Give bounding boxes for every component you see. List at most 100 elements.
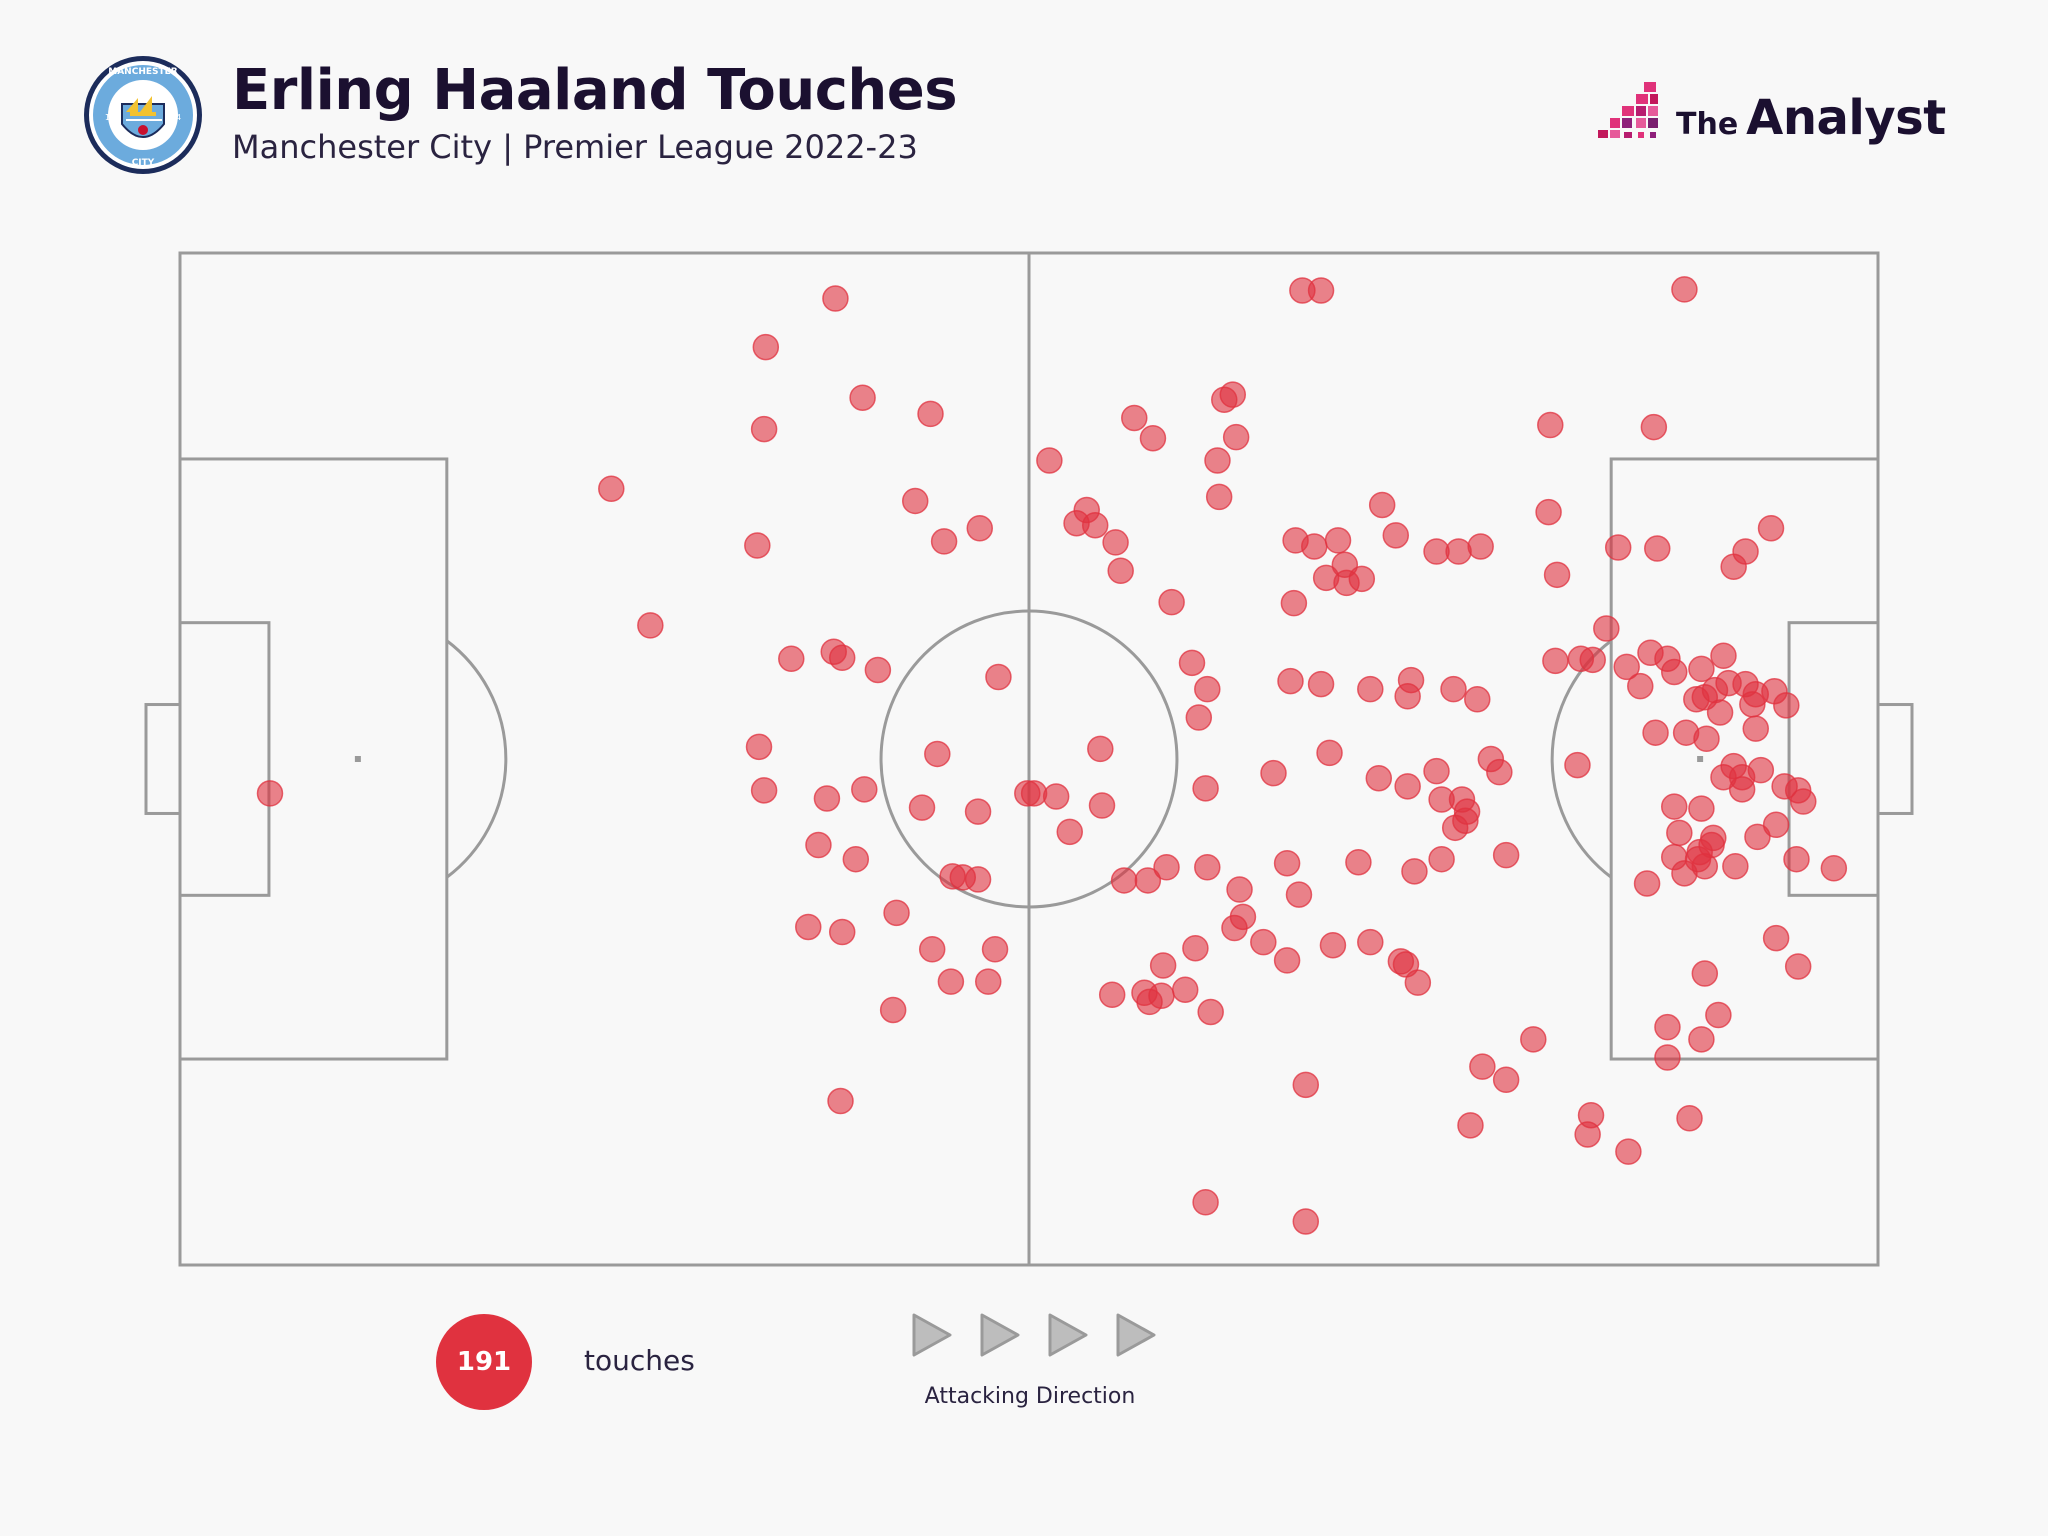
- manchester-city-crest-icon: MANCHESTER CITY 18 94: [84, 56, 202, 174]
- touch-point: [1219, 381, 1247, 408]
- touch-point: [795, 913, 822, 941]
- left-goal: [144, 703, 182, 815]
- touch-point: [1087, 735, 1114, 763]
- touch-point: [1121, 404, 1148, 432]
- touch-point: [1148, 982, 1175, 1010]
- touch-point: [842, 845, 870, 873]
- crest-year-left: 18: [105, 113, 115, 122]
- left-six-yard-box: [178, 621, 271, 897]
- touch-point: [1660, 843, 1688, 871]
- attacking-direction-label: Attacking Direction: [924, 1384, 1136, 1409]
- touch-point: [1222, 423, 1250, 451]
- touch-point: [1110, 867, 1138, 894]
- touch-point: [1593, 615, 1620, 642]
- touch-point: [1452, 807, 1479, 834]
- play-arrow-icon: [1048, 1313, 1088, 1357]
- touch-point: [1312, 564, 1340, 592]
- touch-point: [964, 798, 992, 825]
- touch-point: [1564, 751, 1591, 779]
- touch-point: [1728, 776, 1756, 803]
- page-subtitle: Manchester City | Premier League 2022-23: [232, 128, 918, 166]
- touch-point: [598, 475, 625, 503]
- touch-point: [1423, 538, 1450, 565]
- touch-point: [1604, 534, 1632, 561]
- touch-point: [851, 776, 878, 803]
- touch-point: [1285, 881, 1313, 908]
- touch-point: [1688, 655, 1715, 683]
- left-penalty-arc: [445, 639, 508, 879]
- touch-point: [1365, 764, 1393, 792]
- touch-point: [1063, 509, 1090, 537]
- touch-point: [1036, 447, 1063, 474]
- touch-point: [1762, 811, 1790, 839]
- touch-point: [1319, 931, 1347, 959]
- touch-point: [1543, 561, 1571, 589]
- touch-point: [744, 532, 771, 559]
- touch-point: [752, 333, 780, 361]
- touch-point: [1192, 1189, 1219, 1216]
- crest-year-right: 94: [171, 113, 181, 122]
- touch-point: [1088, 792, 1116, 819]
- brand-prefix: The: [1676, 107, 1739, 142]
- touch-point: [1440, 675, 1467, 703]
- touch-point: [1260, 759, 1287, 787]
- touch-point: [1042, 783, 1070, 810]
- touch-point: [1705, 1001, 1732, 1029]
- touch-point: [1757, 515, 1785, 542]
- centre-circle: [879, 609, 1179, 909]
- touch-point: [1654, 645, 1681, 673]
- touch-point: [1542, 647, 1569, 675]
- touch-point: [1492, 841, 1520, 869]
- touch-point: [1394, 773, 1421, 800]
- touch-point: [864, 656, 892, 684]
- touch-point: [813, 785, 841, 812]
- touch-point: [750, 777, 778, 804]
- touch-point: [974, 968, 1002, 995]
- touch-point: [1784, 953, 1812, 980]
- crest-label-top: MANCHESTER: [108, 67, 178, 77]
- touch-point: [1345, 848, 1372, 876]
- touch-point: [1428, 845, 1455, 873]
- touch-point: [1158, 588, 1185, 616]
- touch-point: [1273, 849, 1301, 877]
- touch-point: [1676, 1105, 1703, 1132]
- touch-count-label: touches: [584, 1344, 695, 1377]
- touch-point: [1567, 645, 1595, 673]
- touch-point: [1613, 653, 1640, 681]
- touch-point: [1185, 704, 1213, 731]
- touch-point: [1739, 691, 1766, 718]
- touch-point: [1289, 277, 1316, 304]
- touch-point: [1197, 998, 1224, 1026]
- pitch-chart: [144, 251, 1914, 1267]
- play-arrow-icon: [1116, 1313, 1156, 1357]
- touch-point: [1722, 853, 1749, 880]
- touch-point: [1537, 411, 1564, 439]
- touch-point: [1660, 793, 1688, 820]
- touch-point: [1445, 538, 1472, 565]
- crest-label-bottom: CITY: [132, 158, 155, 168]
- touch-point: [1301, 533, 1328, 560]
- play-arrow-icon: [912, 1313, 952, 1357]
- touch-point: [1368, 491, 1396, 519]
- touch-point: [778, 645, 805, 673]
- touch-point: [1742, 715, 1769, 742]
- touch-point: [1194, 675, 1221, 703]
- touch-point: [1654, 1044, 1681, 1071]
- touch-point: [805, 831, 832, 859]
- left-penalty-spot: [354, 756, 361, 762]
- touch-point: [1706, 699, 1734, 726]
- touch-point: [637, 612, 664, 639]
- touch-count-badge: 191: [436, 1314, 532, 1410]
- right-goal: [1876, 703, 1914, 815]
- touch-point: [1324, 527, 1352, 554]
- touch-point: [1397, 666, 1425, 694]
- touch-point: [1153, 854, 1180, 881]
- touch-point: [985, 663, 1012, 691]
- touch-point: [1688, 1026, 1715, 1053]
- touch-point: [1204, 447, 1231, 474]
- touch-point: [1688, 795, 1715, 822]
- touch-point: [1205, 483, 1233, 511]
- touch-point: [1486, 758, 1513, 786]
- touch-point: [1307, 670, 1335, 698]
- touch-point: [1783, 845, 1810, 873]
